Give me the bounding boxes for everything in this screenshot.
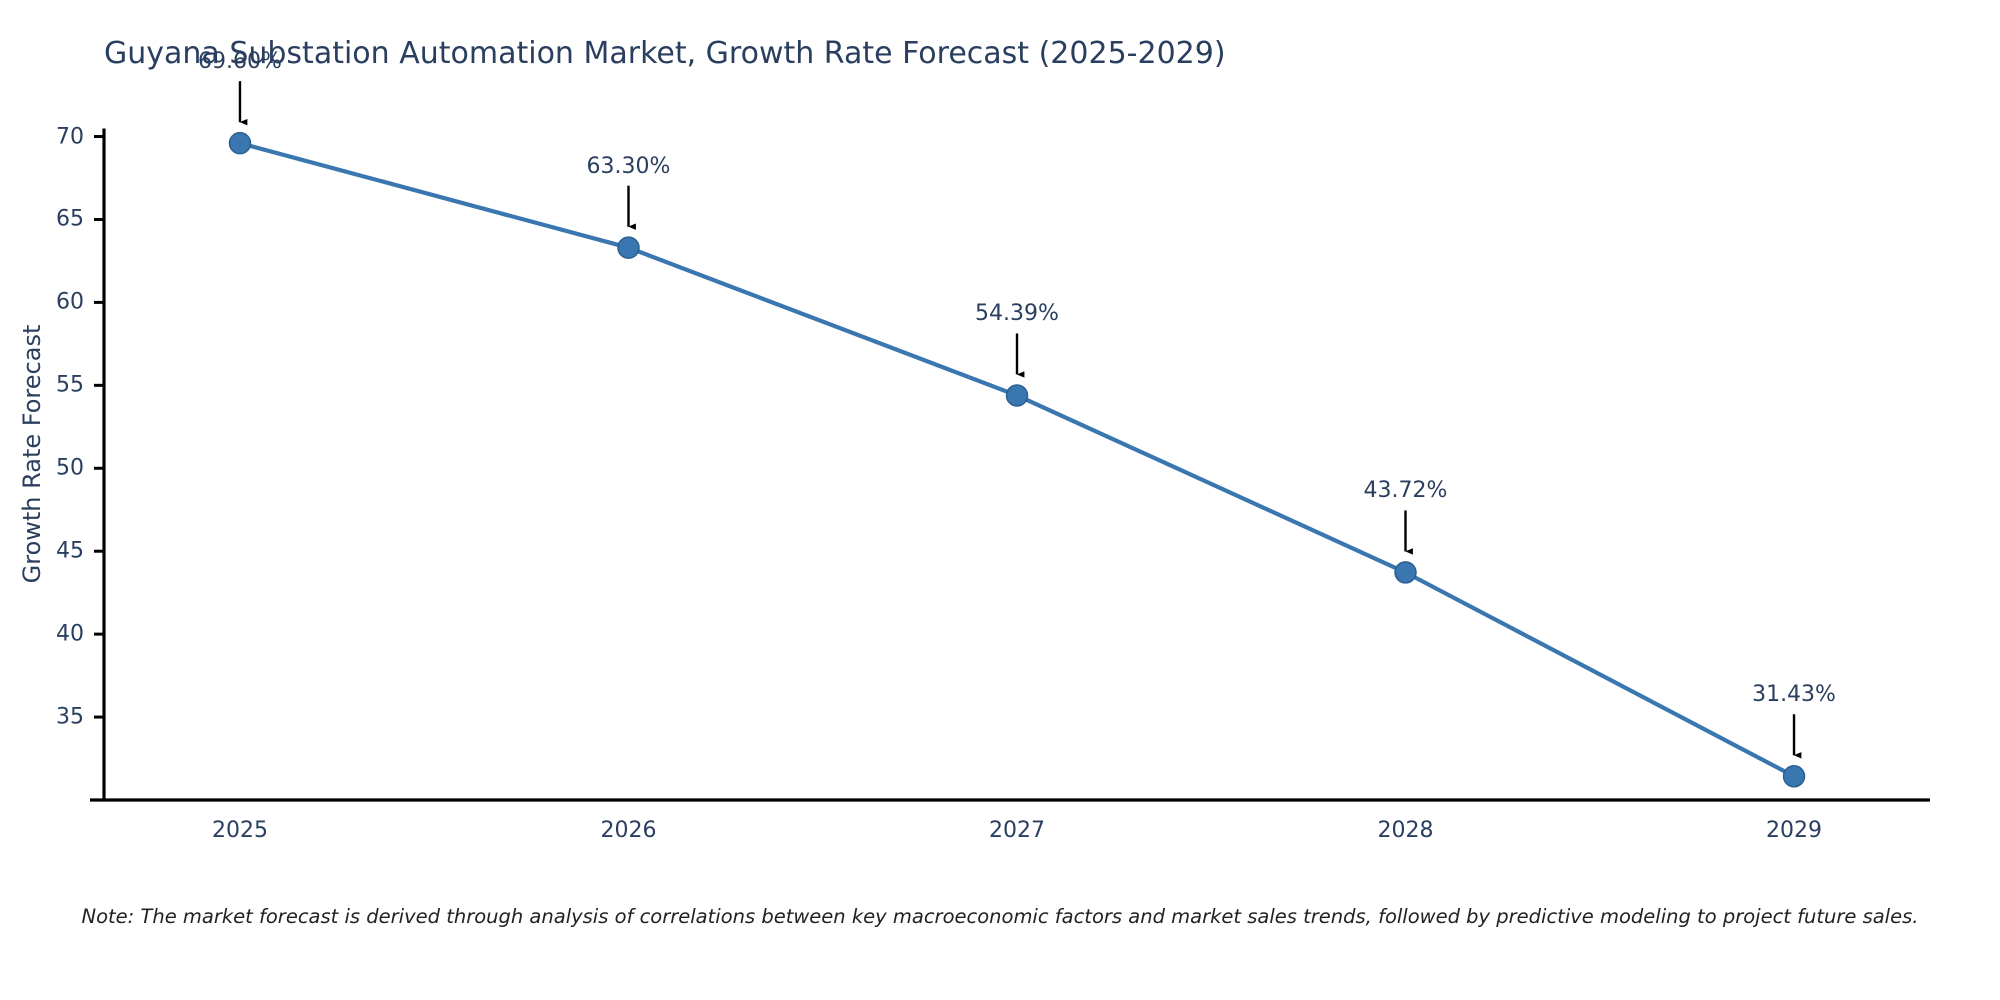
data-point-marker[interactable] bbox=[1394, 561, 1417, 584]
y-tick-label: 40 bbox=[56, 621, 84, 647]
chart-footnote: Note: The market forecast is derived thr… bbox=[81, 905, 1919, 928]
series-line bbox=[237, 141, 1797, 779]
data-point-label: 63.30% bbox=[586, 153, 671, 179]
chart-title: Guyana Substation Automation Market, Gro… bbox=[104, 36, 1226, 71]
data-point-marker[interactable] bbox=[617, 236, 640, 259]
y-tick-label: 35 bbox=[56, 704, 84, 730]
x-tick-label: 2028 bbox=[1377, 818, 1434, 843]
y-tick-marks bbox=[94, 135, 104, 719]
x-tick-label: 2025 bbox=[211, 818, 268, 843]
y-tick-label: 65 bbox=[56, 206, 84, 232]
series-markers bbox=[228, 131, 1806, 788]
y-tick-label: 70 bbox=[56, 124, 84, 150]
data-point-label: 31.43% bbox=[1752, 682, 1836, 708]
annotation-arrows bbox=[238, 81, 1802, 759]
data-point-label: 54.39% bbox=[975, 301, 1059, 327]
x-tick-label: 2026 bbox=[600, 818, 657, 843]
data-point-marker[interactable] bbox=[1005, 384, 1029, 407]
data-point-label: 69.60% bbox=[198, 49, 282, 75]
data-point-marker[interactable] bbox=[228, 131, 252, 155]
data-point-label: 43.72% bbox=[1363, 478, 1448, 504]
axis-spines bbox=[90, 128, 1930, 802]
x-tick-label: 2029 bbox=[1766, 818, 1823, 843]
y-tick-label: 50 bbox=[56, 455, 84, 481]
y-tick-label: 45 bbox=[56, 538, 84, 564]
y-tick-label: 55 bbox=[56, 372, 84, 398]
y-tick-label: 60 bbox=[56, 289, 84, 315]
x-tick-label: 2027 bbox=[989, 818, 1045, 843]
data-point-marker[interactable] bbox=[1782, 765, 1806, 788]
